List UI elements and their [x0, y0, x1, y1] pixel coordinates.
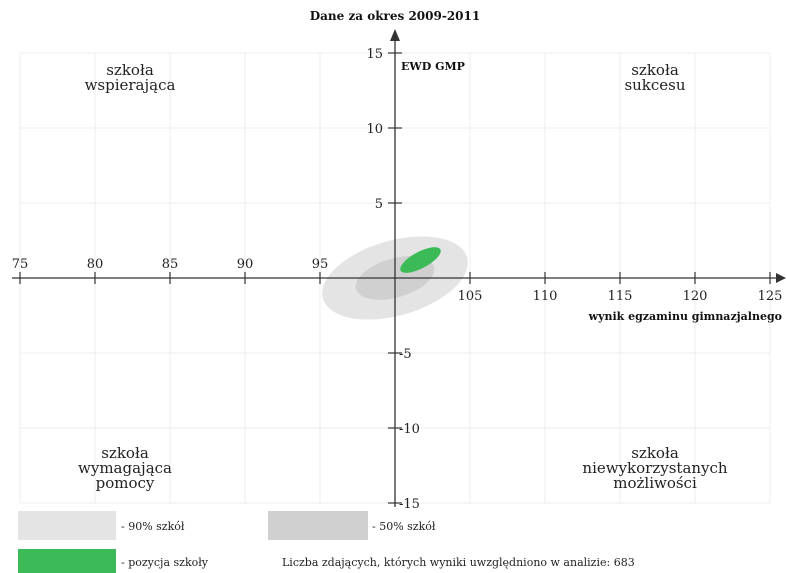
y-axis-title: EWD GMP — [401, 60, 465, 73]
school-position-marker — [400, 247, 441, 273]
legend-school-position-swatch — [18, 549, 116, 573]
y-tick-label: -15 — [399, 497, 420, 512]
x-tick-label: 85 — [162, 257, 179, 272]
x-tick-label: 80 — [87, 257, 104, 272]
legend-50-percent-swatch — [268, 511, 368, 540]
legend-50-percent-label: - 50% szkół — [372, 520, 436, 533]
chart-title: Dane za okres 2009-2011 — [310, 9, 480, 23]
y-tick-label: -10 — [399, 422, 420, 437]
x-axis-title: wynik egzaminu gimnazjalnego — [588, 310, 782, 323]
legend-school-position-label: - pozycja szkoły — [121, 556, 209, 569]
axes — [12, 29, 786, 507]
quadrant-label-top-right: szkoła sukcesu — [624, 61, 685, 94]
x-tick-label: 110 — [533, 289, 558, 304]
legend-90-percent-swatch — [18, 511, 116, 540]
quadrant-label-bottom-left: szkoła wymagająca pomocy — [78, 444, 172, 492]
y-tick-label: 15 — [366, 47, 383, 62]
analysis-note: Liczba zdających, których wyniki uwzględ… — [282, 556, 635, 569]
x-tick-label: 115 — [608, 289, 633, 304]
x-tick-label: 125 — [758, 289, 783, 304]
y-tick-label: 5 — [375, 197, 383, 212]
x-tick-label: 105 — [458, 289, 483, 304]
legend: - 90% szkół - 50% szkół - pozycja szkoły Li… — [18, 511, 635, 573]
x-tick-label: 120 — [683, 289, 708, 304]
x-tick-label: 75 — [12, 257, 29, 272]
x-tick-label: 95 — [312, 257, 329, 272]
y-axis-arrow — [390, 29, 400, 41]
legend-90-percent-label: - 90% szkół — [121, 520, 185, 533]
x-axis-arrow — [776, 273, 786, 283]
y-tick-label: -5 — [399, 347, 412, 362]
quadrant-label-bottom-right: szkoła niewykorzystanych możliwości — [582, 444, 728, 492]
quadrant-label-top-left: szkoła wspierająca — [85, 61, 176, 94]
y-tick-label: 10 — [366, 122, 383, 137]
x-tick-label: 90 — [237, 257, 254, 272]
